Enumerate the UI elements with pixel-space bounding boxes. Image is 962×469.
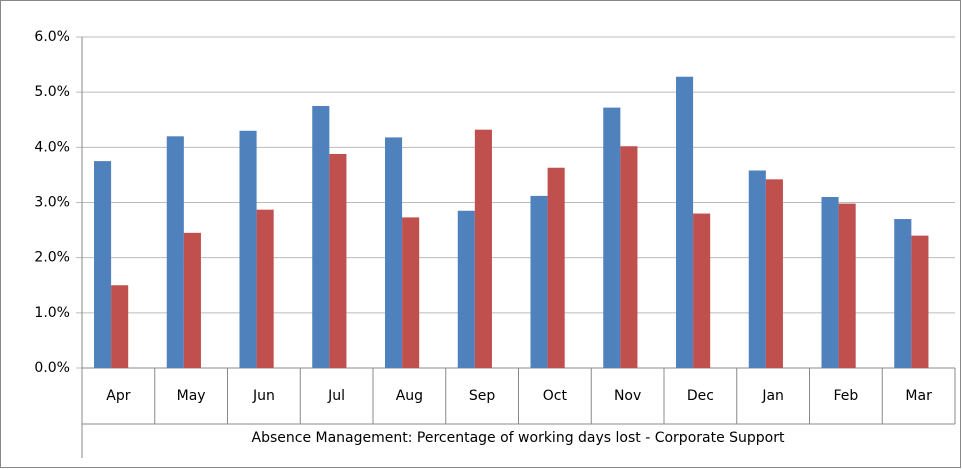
bar [111, 285, 129, 368]
bar [676, 76, 694, 368]
bar [474, 129, 492, 368]
bar [239, 130, 257, 368]
bar [329, 153, 347, 368]
x-tick-label: Apr [106, 388, 130, 404]
bar [256, 209, 274, 368]
bar [166, 136, 184, 368]
bar [911, 235, 929, 368]
x-tick-label: May [177, 388, 206, 404]
bar [821, 196, 839, 368]
x-axis-title: Absence Management: Percentage of workin… [252, 430, 786, 446]
bar [530, 195, 548, 368]
bar [457, 210, 475, 368]
x-tick-label: Jan [761, 388, 784, 404]
bar [385, 137, 403, 368]
x-tick-label: Sep [469, 388, 496, 404]
bar [620, 146, 638, 368]
y-tick-label: 3.0% [34, 195, 70, 211]
y-tick-label: 1.0% [34, 305, 70, 321]
bar [765, 179, 783, 368]
x-tick-label: Nov [614, 388, 641, 404]
x-tick-label: Jul [327, 388, 345, 404]
y-tick-label: 2.0% [34, 250, 70, 266]
y-tick-label: 0.0% [34, 360, 70, 376]
bar [894, 219, 912, 368]
x-tick-label: Mar [905, 388, 932, 404]
x-tick-label: Oct [543, 388, 568, 404]
x-tick-label: Feb [833, 388, 858, 404]
bar [312, 105, 330, 368]
bar [603, 107, 621, 368]
bar [838, 203, 856, 368]
bar [402, 217, 420, 368]
bar [748, 170, 766, 368]
y-tick-label: 5.0% [34, 84, 70, 100]
y-tick-label: 4.0% [34, 139, 70, 155]
bar [94, 161, 112, 368]
bar [547, 167, 565, 368]
x-tick-label: Aug [396, 388, 423, 404]
y-tick-label: 6.0% [34, 29, 70, 45]
bar [693, 213, 711, 368]
bar [183, 232, 201, 368]
x-tick-label: Dec [687, 388, 714, 404]
x-tick-label: Jun [252, 388, 275, 404]
